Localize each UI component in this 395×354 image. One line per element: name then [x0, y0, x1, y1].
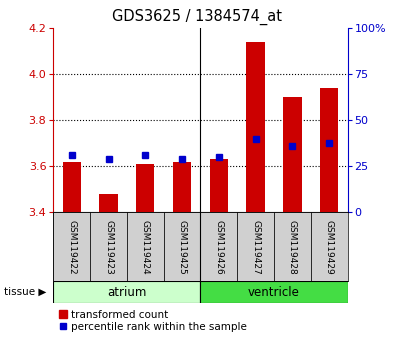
Text: GSM119427: GSM119427: [251, 219, 260, 274]
Bar: [164, 212, 201, 281]
Bar: [210, 160, 228, 212]
Bar: [53, 281, 201, 303]
Bar: [127, 212, 164, 281]
Bar: [201, 281, 348, 303]
Bar: [320, 88, 339, 212]
Bar: [62, 162, 81, 212]
Bar: [53, 212, 90, 281]
Bar: [246, 42, 265, 212]
Text: tissue ▶: tissue ▶: [4, 287, 46, 297]
Bar: [136, 164, 154, 212]
Bar: [274, 212, 311, 281]
Text: GSM119425: GSM119425: [178, 219, 186, 274]
Bar: [99, 194, 118, 212]
Bar: [311, 212, 348, 281]
Legend: transformed count, percentile rank within the sample: transformed count, percentile rank withi…: [58, 310, 247, 332]
Text: ventricle: ventricle: [248, 286, 300, 298]
Bar: [283, 97, 302, 212]
Text: GSM119428: GSM119428: [288, 219, 297, 274]
Text: GSM119423: GSM119423: [104, 219, 113, 274]
Text: GSM119422: GSM119422: [67, 219, 76, 274]
Text: GSM119426: GSM119426: [214, 219, 223, 274]
Text: GDS3625 / 1384574_at: GDS3625 / 1384574_at: [113, 9, 282, 25]
Bar: [90, 212, 127, 281]
Text: GSM119424: GSM119424: [141, 219, 150, 274]
Text: GSM119429: GSM119429: [325, 219, 334, 274]
Bar: [201, 212, 237, 281]
Text: atrium: atrium: [107, 286, 147, 298]
Bar: [173, 162, 191, 212]
Bar: [237, 212, 274, 281]
